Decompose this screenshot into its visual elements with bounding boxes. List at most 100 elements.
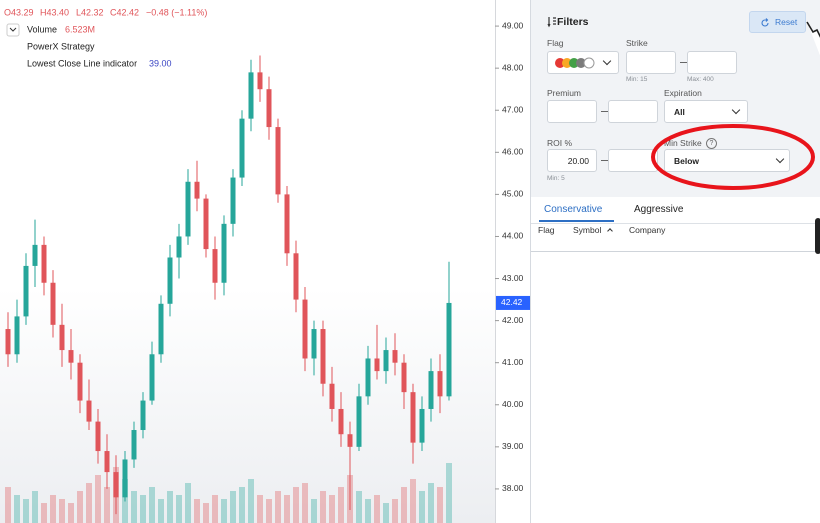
min-strike-select[interactable]: Below [664,149,790,172]
dash [680,62,687,63]
candle-body [131,430,137,460]
candle-body [428,371,434,409]
help-icon[interactable]: ? [706,138,717,149]
candle-body [203,198,209,250]
indicator-value: 39.00 [149,58,172,68]
column-company[interactable]: Company [629,225,666,235]
volume-bar [5,487,11,523]
volume-bar [275,491,281,523]
volume-bar [257,495,263,523]
flag-label: Flag [547,38,564,48]
candle-body [275,127,281,195]
candle-body [437,371,443,397]
candle-body [14,316,20,355]
volume-bar [194,499,200,523]
candle-body [113,472,119,498]
candle-body [329,383,335,409]
chart: 38.00 39.00 40.00 41.00 42.00 43.00 44.00 45.00… [0,0,530,523]
candle-body [32,244,38,266]
volume-bar [320,491,326,523]
premium-max-input[interactable] [608,100,658,123]
chevron-icon [9,27,17,32]
expiration-value: All [674,107,685,117]
candle-body [23,265,29,317]
volume-bar [284,495,290,523]
y-tick-label: 38.00 [502,483,524,493]
chevron-icon [731,105,741,115]
reset-label: Reset [775,17,798,27]
column-symbol[interactable]: Symbol [573,225,602,235]
column-flag[interactable]: Flag [538,225,555,235]
sort-icon [607,228,613,234]
roi-max-input[interactable] [608,149,658,172]
volume-bar [203,503,209,523]
tab-conservative[interactable]: Conservative [544,204,603,215]
volume-bar [302,483,308,523]
scrollbar[interactable] [815,218,820,254]
volume-bar [356,491,362,523]
volume-bar [23,499,29,523]
y-tick-label: 40.00 [502,399,524,409]
y-tick-label: 45.00 [502,189,524,199]
candle-body [212,249,218,283]
volume-bar [338,487,344,523]
ohlc-open: O43.29 [4,7,34,17]
volume-bar [185,483,191,523]
ohlc-low: L42.32 [76,7,104,17]
candle-body [383,350,389,372]
volume-bar [383,503,389,523]
candle-body [419,408,425,443]
volume-bar [104,487,110,523]
y-tick-label: 39.00 [502,441,524,451]
flag-select[interactable] [547,51,619,74]
volume-bar [293,487,299,523]
volume-bar [86,483,92,523]
candle-body [257,72,263,90]
last-price-label: 42.42 [501,297,523,307]
volume-bar [77,491,83,523]
roi-min-value: 20.00 [567,156,589,166]
volume-bar [131,491,137,523]
volume-value: 6.523M [65,24,95,34]
tab-bar [531,197,820,224]
candle-body [347,434,353,447]
candle-body [374,358,380,372]
table-border [531,251,820,252]
volume-bar [230,491,236,523]
chevron-icon [602,56,612,66]
candle-body [293,253,299,300]
roi-label: ROI % [547,138,573,148]
strike-max-input[interactable] [687,51,737,74]
candle-body [41,244,47,283]
candle-body [194,181,200,199]
volume-bar [401,487,407,523]
volume-bar [428,483,434,523]
filter-icon [547,17,556,28]
candle-body [338,408,344,435]
candle-body [5,329,11,355]
reset-icon [761,18,769,27]
indicator-label: Lowest Close Line indicator [27,58,137,68]
candle-body [158,303,164,355]
premium-min-input[interactable] [547,100,597,123]
collapse-button[interactable] [6,23,20,37]
strike-label: Strike [626,38,648,48]
tab-aggressive[interactable]: Aggressive [634,204,684,215]
candle-body [176,236,182,258]
reset-button[interactable]: Reset [749,11,806,33]
candle-body [149,354,155,401]
strike-min-input[interactable] [626,51,676,74]
volume-bar [158,499,164,523]
candle-body [140,400,146,431]
min-strike-value: Below [674,156,700,166]
last-price-marker [496,295,530,310]
candle-body [365,358,371,397]
volume-bar [392,499,398,523]
expiration-select[interactable]: All [664,100,748,123]
roi-min-input[interactable]: 20.00 [547,149,597,172]
y-tick-label: 41.00 [502,357,524,367]
volume-bar [59,499,65,523]
candle-body [320,329,326,384]
candle-body [167,257,173,304]
